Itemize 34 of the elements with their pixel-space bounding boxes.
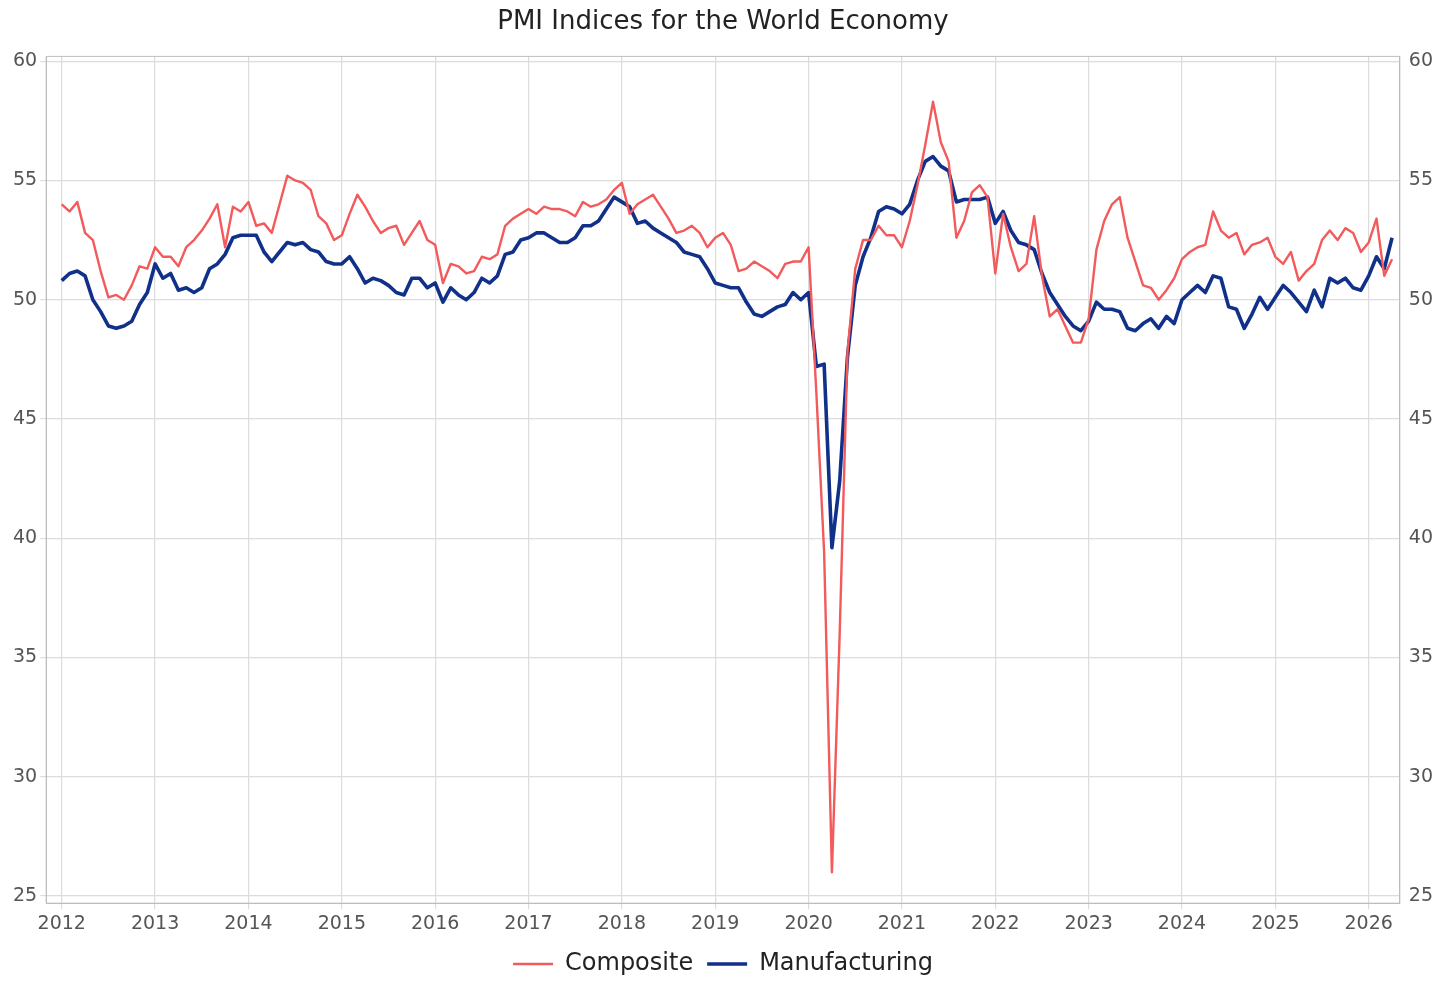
y2-tick-label: 60 [1408,48,1434,71]
x-tick-label: 2024 [1157,910,1207,933]
y-tick-label: 35 [12,644,38,667]
y-tick-label: 45 [12,405,38,428]
y2-tick-label: 30 [1408,763,1434,786]
y-tick-label: 50 [12,286,38,309]
x-tick-label: 2019 [691,910,740,933]
y2-tick-label: 55 [1408,167,1434,190]
legend-label: Composite [565,948,694,977]
x-tick-label: 2026 [1344,910,1393,933]
x-tick-label: 2012 [37,910,86,933]
x-tick-label: 2015 [317,910,366,933]
x-tick-label: 2014 [224,910,273,933]
y-tick-label: 60 [12,48,38,71]
y2-tick-label: 25 [1408,882,1434,905]
legend-label: Manufacturing [759,948,933,977]
y2-tick-label: 50 [1408,286,1434,309]
y-tick-label: 25 [12,882,38,905]
x-tick-label: 2022 [971,910,1020,933]
x-tick-label: 2013 [130,910,180,933]
y2-tick-label: 35 [1408,644,1434,667]
x-tick-label: 2021 [877,910,927,933]
x-tick-label: 2020 [784,910,833,933]
y2-tick-label: 45 [1408,405,1434,428]
x-tick-label: 2018 [597,910,647,933]
x-tick-label: 2016 [410,910,460,933]
y-tick-label: 40 [12,525,38,548]
y-tick-label: 30 [12,763,38,786]
y2-tick-label: 40 [1408,525,1434,548]
y-tick-label: 55 [12,167,38,190]
x-tick-label: 2025 [1251,910,1300,933]
x-tick-label: 2017 [504,910,553,933]
x-tick-label: 2023 [1064,910,1113,933]
chart-title: PMI Indices for the World Economy [496,4,950,37]
